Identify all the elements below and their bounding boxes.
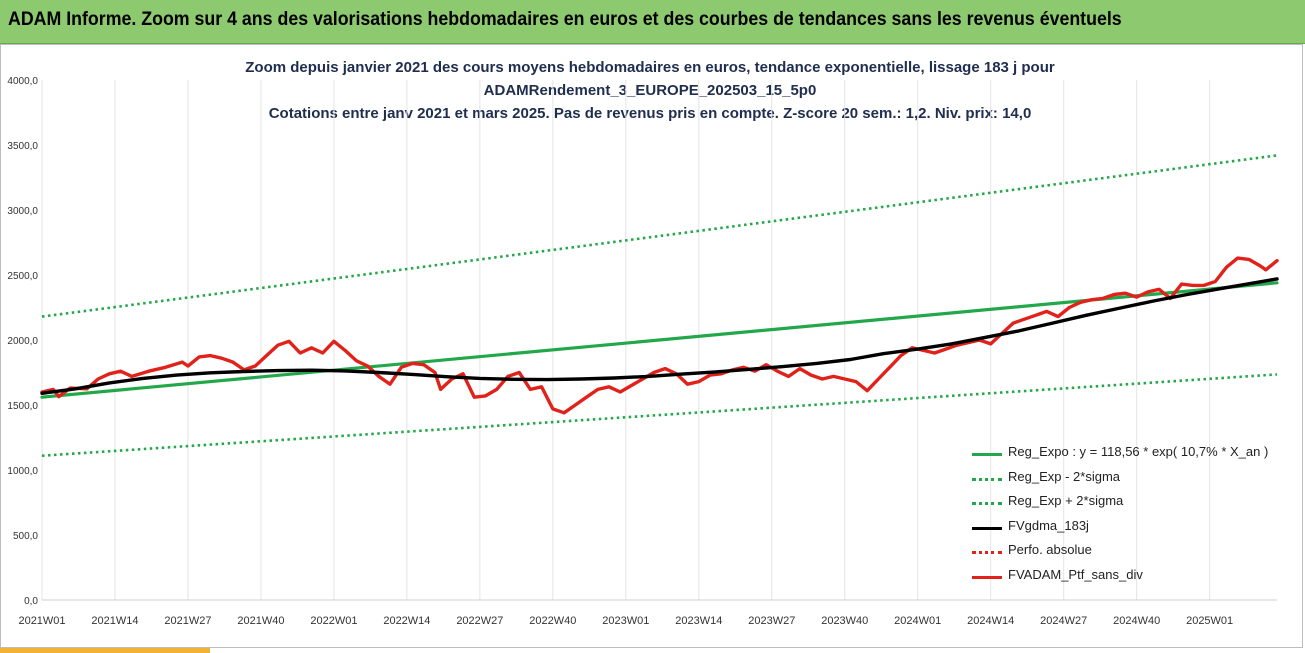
legend-label-fvgdma: FVgdma_183j	[1008, 517, 1089, 533]
x-tick-label: 2022W14	[383, 615, 430, 627]
chart-title-line-3: Cotations entre janv 2021 et mars 2025. …	[268, 105, 1032, 122]
x-tick-label: 2022W01	[310, 615, 357, 627]
bottom-accent-bar	[0, 648, 210, 653]
x-tick-label: 2023W27	[748, 615, 795, 627]
legend-item-reg-exp-minus: Reg_Exp - 2*sigma	[972, 467, 1292, 492]
x-tick-label: 2024W27	[1040, 615, 1087, 627]
x-tick-label: 2021W01	[18, 615, 65, 627]
x-tick-label: 2024W01	[894, 615, 941, 627]
x-tick-label: 2021W40	[237, 615, 284, 627]
y-tick-label: 4000,0	[7, 76, 38, 87]
gridlines	[41, 80, 1277, 601]
y-tick-label: 2500,0	[7, 271, 38, 282]
legend-item-perfo: Perfo. absolue	[972, 540, 1292, 565]
x-tick-label: 2023W01	[602, 615, 649, 627]
series-line-reg-exp-2	[41, 154, 1278, 318]
y-tick-label: 2000,0	[7, 336, 38, 347]
legend-label-reg-exp-minus: Reg_Exp - 2*sigma	[1008, 468, 1120, 484]
x-tick-label: 2024W40	[1113, 615, 1160, 627]
legend-item-reg-expo: Reg_Expo : y = 118,56 * exp( 10,7% * X_a…	[972, 442, 1292, 467]
x-tick-label: 2023W40	[821, 615, 868, 627]
legend-item-fvgdma: FVgdma_183j	[972, 516, 1292, 541]
x-axis-ticks: 2021W01 2021W14 2021W27 2021W40 2022W01 2022W…	[18, 615, 1233, 627]
x-tick-label: 2024W14	[967, 615, 1014, 627]
legend-label-reg-expo: Reg_Expo : y = 118,56 * exp( 10,7% * X_a…	[1008, 444, 1269, 459]
y-tick-label: 500,0	[13, 531, 38, 542]
y-tick-label: 1500,0	[7, 401, 38, 412]
y-tick-label: 3000,0	[7, 206, 38, 217]
report-banner: ADAM Informe. Zoom sur 4 ans des valoris…	[0, 0, 1305, 44]
series-line-reg-exp-1	[41, 373, 1278, 457]
series-line-reg-expo-0	[40, 281, 1279, 399]
legend-label-perfo: Perfo. absolue	[1008, 542, 1092, 558]
series-lines	[40, 154, 1279, 457]
x-tick-label: 2023W14	[675, 615, 722, 627]
x-tick-label: 2021W27	[164, 615, 211, 627]
legend-swatch-perfo	[972, 551, 1002, 555]
series-line-fvgdma-183j-3	[40, 277, 1279, 395]
legend-label-fvadam: FVADAM_Ptf_sans_div	[1008, 566, 1143, 582]
y-tick-label: 3500,0	[7, 141, 38, 152]
legend-label-reg-exp-plus: Reg_Exp + 2*sigma	[1008, 493, 1124, 509]
x-tick-label: 2022W27	[456, 615, 503, 627]
chart-legend: Reg_Expo : y = 118,56 * exp( 10,7% * X_a…	[972, 442, 1292, 590]
y-tick-label: 0,0	[24, 596, 38, 607]
legend-swatch-reg-exp-plus	[972, 502, 1002, 506]
report-title: ADAM Informe. Zoom sur 4 ans des valoris…	[8, 9, 1122, 30]
x-tick-label: 2025W01	[1186, 615, 1233, 627]
legend-item-reg-exp-plus: Reg_Exp + 2*sigma	[972, 491, 1292, 516]
legend-swatch-fvgdma	[972, 526, 1002, 530]
series-line-fvadam-ptf-sans-div-5	[40, 256, 1279, 415]
chart-title-line-1: Zoom depuis janvier 2021 des cours moyen…	[245, 59, 1055, 76]
x-tick-label: 2021W14	[91, 615, 138, 627]
legend-swatch-fvadam	[972, 575, 1002, 579]
legend-swatch-reg-exp-minus	[972, 477, 1002, 481]
legend-item-fvadam: FVADAM_Ptf_sans_div	[972, 565, 1292, 590]
x-tick-label: 2022W40	[529, 615, 576, 627]
chart-frame	[0, 44, 1303, 648]
y-axis-ticks: 0,0 500,0 1000,0 1500,0 2000,0 2500,0 3000,0 35…	[7, 76, 38, 607]
legend-swatch-reg-expo	[972, 453, 1002, 456]
y-tick-label: 1000,0	[7, 466, 38, 477]
chart-title-line-2: ADAMRendement_3_EUROPE_202503_15_5p0	[483, 82, 817, 99]
